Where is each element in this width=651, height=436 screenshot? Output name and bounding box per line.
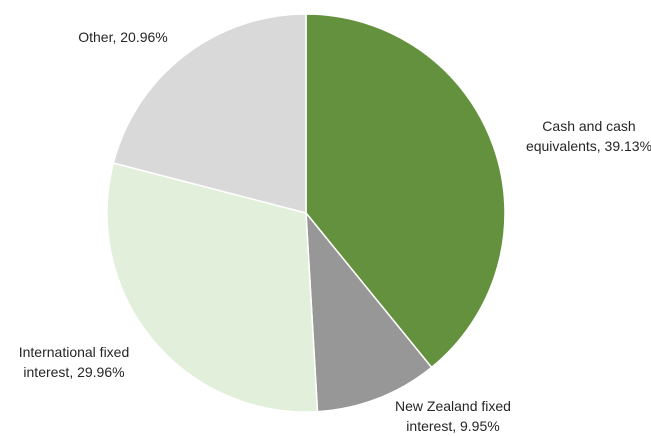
pie-slice-3: [112, 13, 307, 214]
pie-slices: [106, 13, 506, 413]
slice-label-line: International fixed: [19, 344, 130, 360]
pie-slice-0: [305, 13, 506, 369]
slice-label-line: interest, 9.95%: [406, 418, 499, 434]
slice-label-1: New Zealand fixed interest, 9.95%: [395, 398, 511, 434]
slice-label-line: Other, 20.96%: [78, 29, 168, 45]
slice-labels: Cash and cash equivalents, 39.13% New Zeal…: [19, 29, 651, 434]
slice-label-line: New Zealand fixed: [395, 398, 511, 414]
slice-label-3: Other, 20.96%: [78, 29, 168, 45]
pie-slice-1: [305, 210, 433, 413]
slice-label-2: International fixed interest, 29.96%: [19, 344, 130, 380]
slice-label-line: interest, 29.96%: [23, 364, 124, 380]
slice-label-line: Cash and cash: [542, 118, 635, 134]
slice-label-line: equivalents, 39.13%: [526, 138, 651, 154]
pie-slice-2: [106, 162, 319, 413]
slice-label-0: Cash and cash equivalents, 39.13%: [526, 118, 651, 154]
